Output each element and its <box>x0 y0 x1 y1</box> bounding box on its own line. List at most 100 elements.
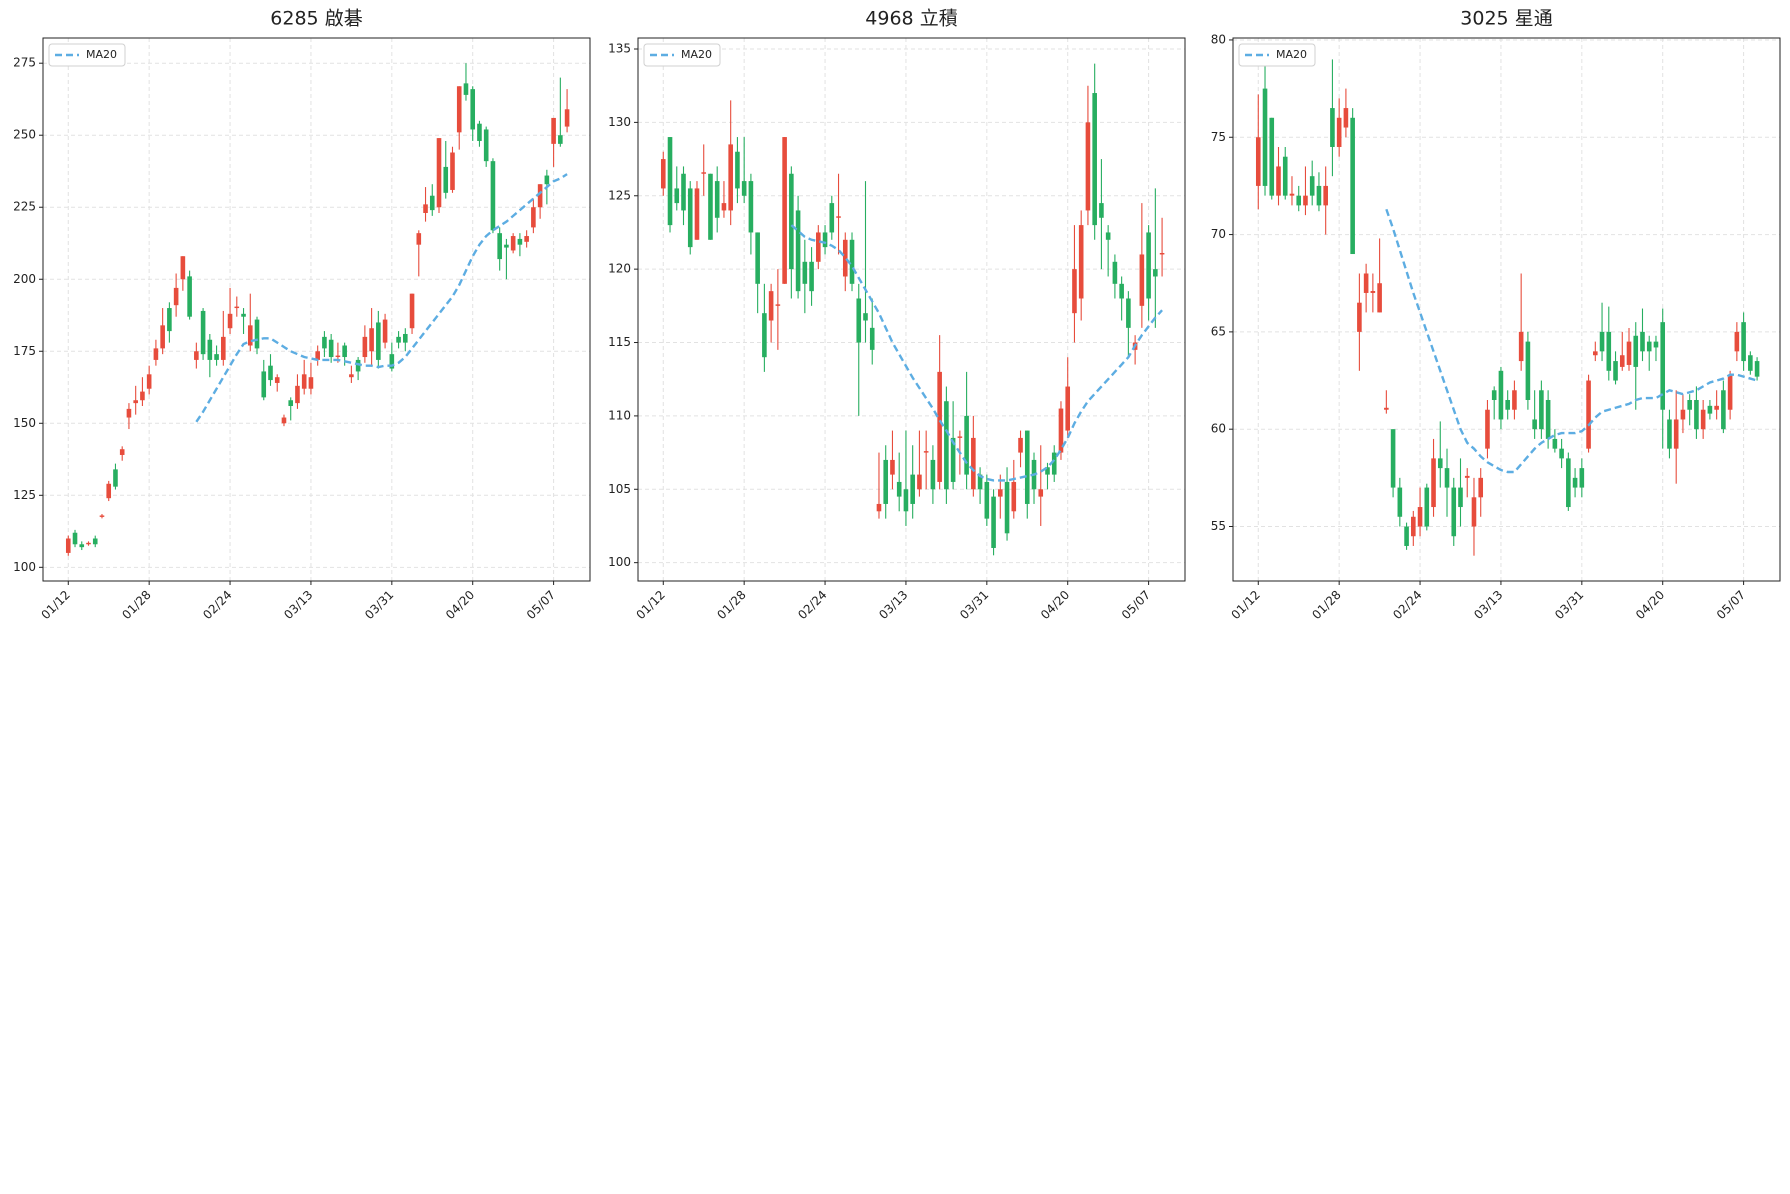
candle-body <box>227 313 233 329</box>
x-tick-label: 02/24 <box>795 588 829 622</box>
candle-body <box>335 355 341 358</box>
y-tick-label: 150 <box>13 416 36 430</box>
x-tick-label: 03/31 <box>957 588 991 622</box>
legend-box <box>48 43 126 67</box>
candle-body <box>1303 195 1308 206</box>
candle-body <box>322 336 327 349</box>
candle-body <box>1045 467 1050 475</box>
candle-body <box>1741 322 1746 362</box>
candle-body <box>1112 261 1118 284</box>
candle-body <box>1673 419 1679 449</box>
candle-body <box>1491 390 1497 400</box>
candle-body <box>72 532 78 545</box>
candle-body <box>1153 269 1158 277</box>
candle-body <box>1471 497 1477 527</box>
candle-body <box>1545 400 1551 439</box>
candle-body <box>944 401 949 490</box>
candle-body <box>180 256 186 280</box>
candle-body <box>748 181 754 233</box>
candle-body <box>681 173 686 211</box>
candle-body <box>301 374 307 389</box>
candle-body <box>1485 409 1490 449</box>
candle-body <box>1424 487 1430 527</box>
candle-body <box>782 137 787 284</box>
candle-body <box>802 261 808 284</box>
candle-body <box>1680 409 1686 420</box>
y-tick-label: 60 <box>1211 422 1226 436</box>
candle-body <box>261 371 267 398</box>
candle-body <box>991 496 996 548</box>
candle-body <box>1619 355 1625 367</box>
candle-body <box>1092 93 1097 226</box>
candle-body <box>160 325 165 349</box>
candle-body <box>106 483 112 499</box>
y-tick-label: 70 <box>1211 227 1226 241</box>
candle-body <box>1336 117 1342 147</box>
y-tick-label: 110 <box>608 408 631 422</box>
candle-body <box>1105 232 1111 240</box>
candle-body <box>362 336 368 358</box>
y-tick-label: 130 <box>608 115 631 129</box>
y-tick-label: 55 <box>1211 519 1226 533</box>
candle-body <box>126 408 132 418</box>
candle-body <box>1714 405 1719 410</box>
candle-body <box>977 474 983 490</box>
candle-body <box>288 400 294 407</box>
candle-body <box>1721 390 1726 430</box>
candle-body <box>950 437 956 482</box>
candle-body <box>721 203 727 211</box>
candle-body <box>544 175 550 185</box>
candle-body <box>1370 291 1376 293</box>
candle-body <box>497 233 502 260</box>
candle-body <box>883 459 889 504</box>
plot-frame <box>42 37 591 582</box>
candle-body <box>714 181 720 218</box>
candle-body <box>1276 166 1281 196</box>
candle-body <box>1024 430 1030 504</box>
candle-body <box>167 308 172 332</box>
candle-body <box>443 166 449 193</box>
candle-body <box>701 172 707 174</box>
candle-body <box>735 151 740 189</box>
candle-body <box>483 129 489 162</box>
y-tick-label: 135 <box>608 42 631 56</box>
candle-body <box>1754 361 1760 377</box>
y-tick-label: 100 <box>608 555 631 569</box>
candle-body <box>1505 400 1510 410</box>
candle-body <box>755 232 760 284</box>
candle-body <box>1085 122 1091 211</box>
candle-body <box>1444 468 1450 488</box>
candle-body <box>342 345 347 358</box>
candle-body <box>376 322 381 360</box>
candle-body <box>1159 252 1165 255</box>
candle-body <box>1065 386 1071 431</box>
y-tick-label: 250 <box>13 128 36 142</box>
x-tick-label: 05/07 <box>1119 588 1153 622</box>
y-tick-label: 115 <box>608 335 631 349</box>
candle-body <box>1626 341 1632 365</box>
x-tick-label: 01/12 <box>634 588 668 622</box>
x-tick-label: 03/31 <box>1552 588 1586 622</box>
x-tick-label: 03/13 <box>876 588 910 622</box>
x-tick-label: 01/12 <box>39 588 73 622</box>
candle-body <box>1072 269 1077 314</box>
candle-body <box>1667 419 1672 449</box>
candle-body <box>1552 438 1558 449</box>
candle-body <box>971 437 976 490</box>
x-tick-label: 05/07 <box>524 588 558 622</box>
chart-panel: 6285 啟碁 100 125 150 175 200 225 250 275 01/12 01/2… <box>13 8 591 622</box>
candle-body <box>241 313 246 317</box>
ma-line <box>195 173 568 423</box>
candle-body <box>1572 477 1578 488</box>
x-tick-label: 01/28 <box>1309 588 1343 622</box>
candle-body <box>79 544 85 548</box>
candle-body <box>1011 481 1017 512</box>
candle-body <box>1727 374 1733 410</box>
candle-body <box>998 489 1003 497</box>
x-tick-label: 02/24 <box>1390 588 1424 622</box>
candle-body <box>741 181 747 196</box>
candle-body <box>510 236 516 251</box>
candle-body <box>849 239 855 284</box>
candle-body <box>1255 137 1261 186</box>
candle-body <box>816 232 821 262</box>
